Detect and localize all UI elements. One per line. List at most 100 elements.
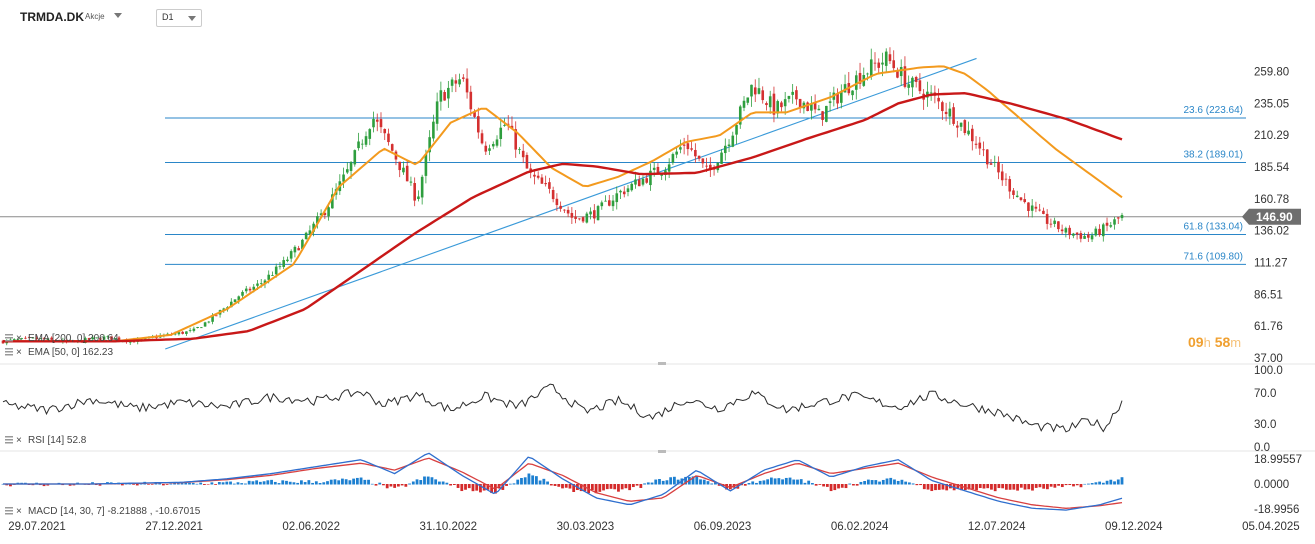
candle-body bbox=[563, 209, 566, 211]
price-axis-tick: 259.80 bbox=[1254, 67, 1289, 79]
candle-body bbox=[971, 128, 974, 142]
candle-body bbox=[379, 119, 383, 128]
candle-body bbox=[443, 92, 446, 101]
candle-body bbox=[1083, 235, 1086, 239]
candle-body bbox=[682, 144, 686, 146]
macd-histogram-bar bbox=[893, 479, 896, 485]
macd-histogram-bar bbox=[538, 480, 542, 485]
candle-body bbox=[783, 99, 787, 107]
macd-histogram-bar bbox=[814, 484, 818, 486]
candle-body bbox=[888, 54, 892, 62]
menu-icon bbox=[5, 436, 13, 438]
macd-histogram-bar bbox=[1042, 484, 1046, 489]
macd-histogram-bar bbox=[5, 484, 9, 486]
candle-body bbox=[503, 125, 506, 126]
candle-body bbox=[570, 212, 574, 218]
candle-body bbox=[1079, 233, 1083, 239]
macd-histogram-bar bbox=[773, 478, 777, 485]
macd-histogram-bar bbox=[620, 484, 624, 490]
candle-body bbox=[312, 223, 315, 232]
macd-histogram-bar bbox=[755, 482, 758, 485]
macd-histogram-bar bbox=[878, 481, 881, 485]
candle-body bbox=[462, 77, 465, 79]
candle-body bbox=[1012, 190, 1015, 195]
candle-body bbox=[948, 108, 952, 117]
macd-histogram-bar bbox=[389, 484, 393, 487]
candle-body bbox=[244, 288, 248, 292]
candle-body bbox=[858, 72, 862, 84]
macd-histogram-bar bbox=[493, 484, 497, 494]
candle-body bbox=[1038, 209, 1041, 211]
macd-histogram-bar bbox=[650, 482, 654, 485]
macd-histogram-bar bbox=[706, 481, 710, 485]
candle-body bbox=[675, 151, 678, 155]
macd-histogram-bar bbox=[982, 484, 986, 489]
macd-histogram-bar bbox=[639, 484, 643, 488]
macd-histogram-bar bbox=[658, 478, 661, 485]
candle-body bbox=[918, 80, 922, 92]
candle-body bbox=[390, 144, 394, 151]
candle-body bbox=[1068, 227, 1071, 236]
macd-histogram-bar bbox=[852, 484, 855, 486]
chart-toolbar: TRMDA.DK Akcje D1 bbox=[0, 0, 1315, 34]
macd-histogram-bar bbox=[643, 483, 646, 485]
macd-histogram-bar bbox=[665, 480, 669, 485]
macd-histogram-bar bbox=[1001, 484, 1005, 489]
macd-histogram-bar bbox=[1094, 482, 1098, 485]
macd-histogram-bar bbox=[762, 480, 766, 485]
countdown-minutes: 58 bbox=[1214, 334, 1231, 350]
candle-body bbox=[911, 77, 914, 88]
candle-body bbox=[360, 143, 364, 145]
menu-icon bbox=[5, 351, 13, 353]
macd-histogram-bar bbox=[617, 484, 620, 492]
macd-histogram-bar bbox=[42, 484, 46, 487]
macd-histogram-bar bbox=[176, 483, 180, 485]
candle-body bbox=[914, 77, 918, 82]
candle-body bbox=[402, 167, 405, 173]
macd-histogram-bar bbox=[542, 478, 546, 485]
symbol-name[interactable]: TRMDA.DK bbox=[20, 10, 84, 24]
macd-histogram-bar bbox=[818, 484, 822, 485]
close-icon: × bbox=[16, 435, 22, 446]
timeframe-select[interactable]: D1 bbox=[156, 9, 202, 27]
candle-body bbox=[297, 248, 300, 251]
candle-countdown: 09h 58m bbox=[1188, 334, 1241, 350]
macd-histogram-bar bbox=[900, 479, 904, 485]
macd-histogram-bar bbox=[993, 484, 997, 492]
date-axis-tick: 06.09.2023 bbox=[694, 521, 752, 533]
candle-body bbox=[581, 217, 585, 222]
candle-body bbox=[787, 95, 791, 99]
candle-body bbox=[192, 328, 196, 331]
macd-histogram-bar bbox=[747, 482, 751, 485]
candle-body bbox=[828, 101, 832, 103]
macd-histogram-bar bbox=[874, 480, 878, 485]
macd-histogram-bar bbox=[866, 479, 870, 485]
candle-body bbox=[1113, 219, 1116, 225]
candle-body bbox=[102, 336, 106, 340]
candle-body bbox=[450, 79, 454, 86]
candle-body bbox=[671, 154, 675, 163]
last-price-tag-bg bbox=[1242, 208, 1301, 225]
macd-histogram-bar bbox=[352, 478, 356, 485]
rsi-axis-tick: 100.0 bbox=[1254, 365, 1283, 377]
candle-body bbox=[596, 206, 600, 221]
candle-body bbox=[821, 111, 824, 120]
candle-body bbox=[866, 73, 869, 75]
macd-histogram-bar bbox=[960, 484, 964, 491]
candle-body bbox=[813, 102, 817, 110]
macd-histogram-bar bbox=[434, 479, 438, 485]
macd-histogram-bar bbox=[911, 483, 915, 485]
candle-body bbox=[353, 150, 357, 165]
close-icon: × bbox=[16, 333, 22, 344]
candle-body bbox=[521, 150, 525, 158]
candle-body bbox=[428, 137, 431, 153]
macd-histogram-bar bbox=[456, 484, 460, 488]
candle-body bbox=[937, 97, 940, 102]
macd-histogram-bar bbox=[1038, 484, 1042, 488]
candle-body bbox=[626, 188, 630, 192]
macd-histogram-bar bbox=[807, 480, 811, 485]
countdown-minutes-unit: m bbox=[1230, 335, 1242, 350]
symbol-dropdown-icon[interactable] bbox=[114, 13, 122, 18]
candle-body bbox=[480, 133, 484, 144]
